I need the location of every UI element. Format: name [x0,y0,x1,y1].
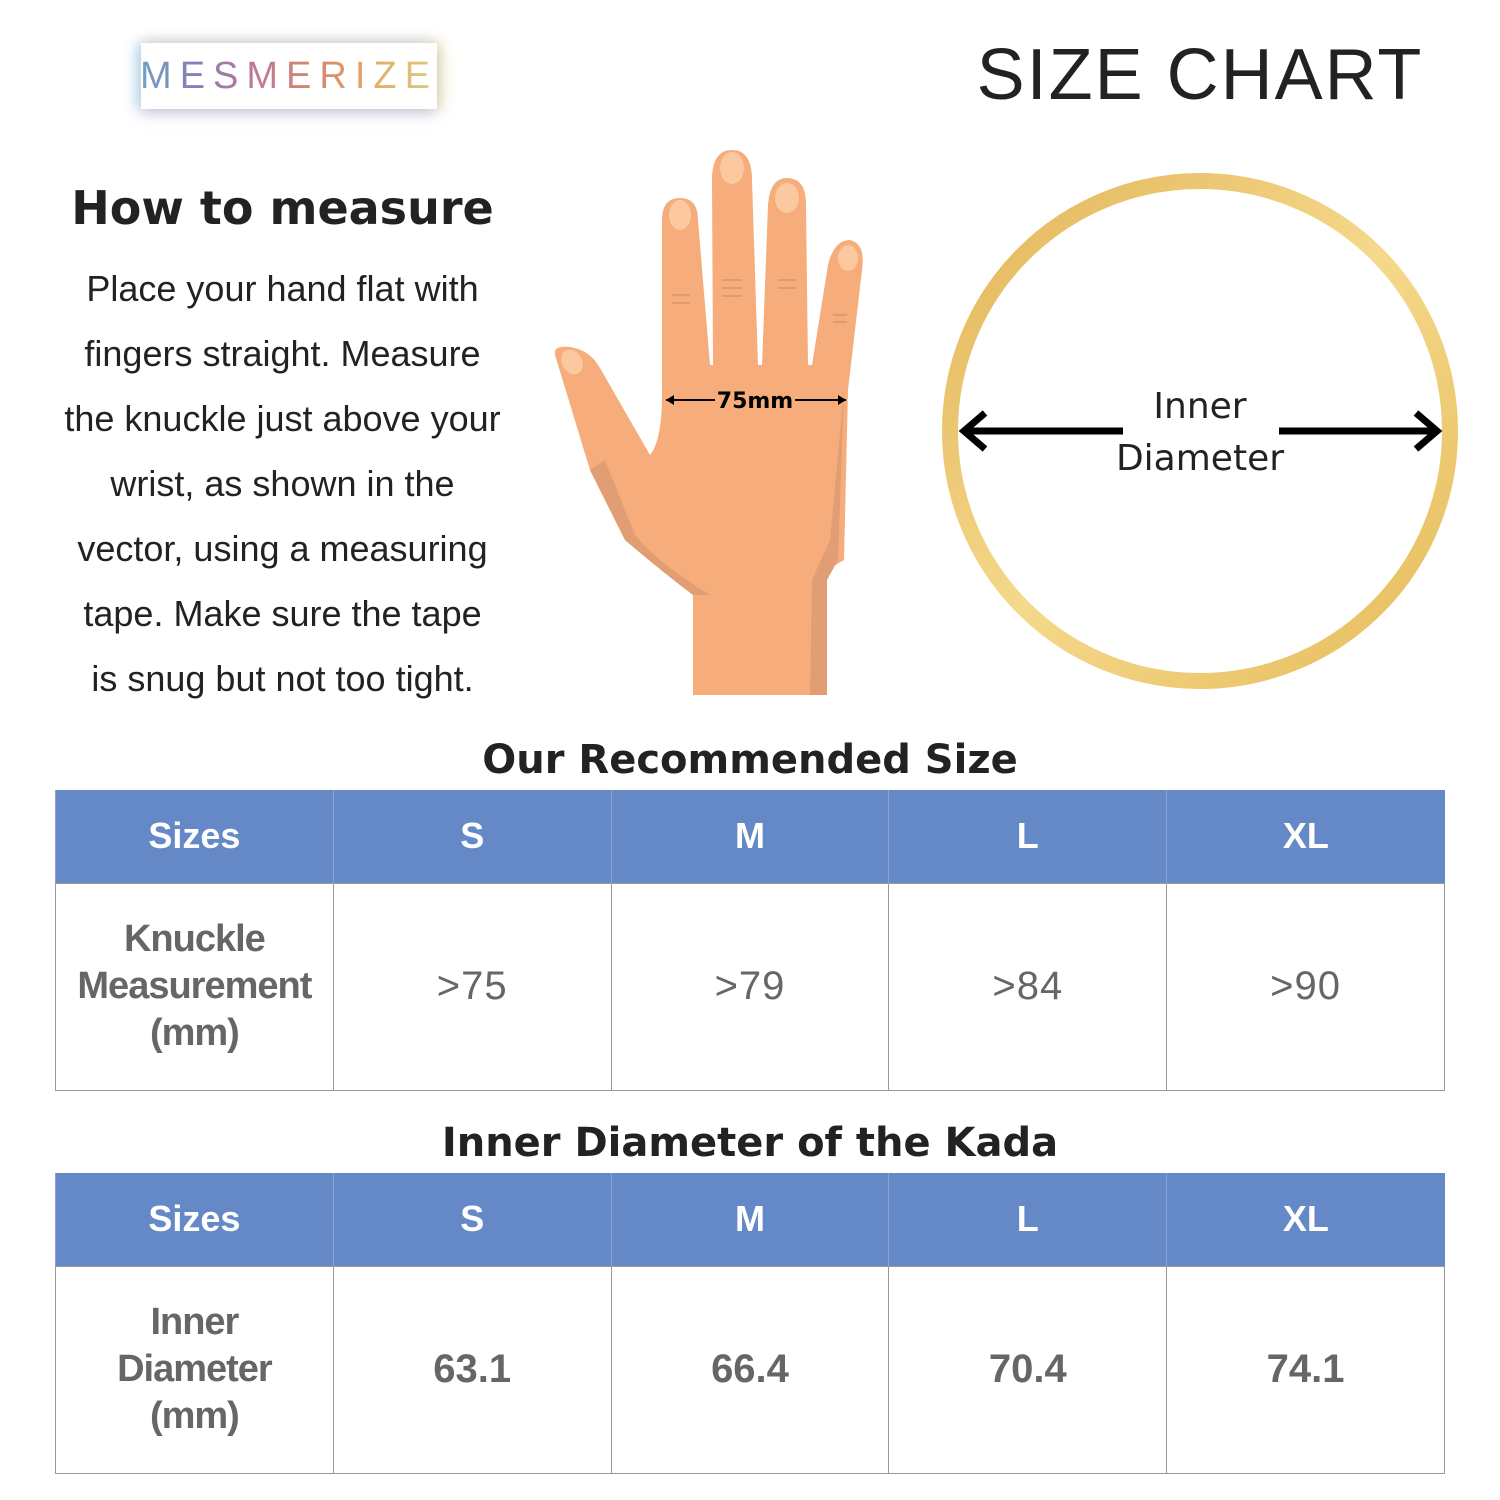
page-title: SIZE CHART [976,35,1424,115]
desc-line: the knuckle just above your [64,398,501,439]
desc-line: vector, using a measuring [77,528,488,569]
header-cell: L [888,1173,1167,1266]
row-label: Inner Diameter (mm) [55,1265,334,1474]
header-cell: M [610,1173,889,1266]
header-cell: XL [1166,1173,1445,1266]
hand-shadow [810,390,844,695]
table-header-row: Sizes S M L XL [55,1173,1445,1266]
header-cell: L [888,790,1167,883]
row-label: Knuckle Measurement (mm) [55,882,334,1091]
ring-label-diameter: Diameter [1116,438,1284,479]
recommended-size-table: Sizes S M L XL Knuckle Measurement (mm) >7… [55,790,1445,1091]
value-cell: >84 [888,882,1168,1091]
table-row: Knuckle Measurement (mm) >75 >79 >84 >90 [55,882,1445,1091]
ring-label-inner: Inner [1153,386,1246,427]
inner-diameter-table: Sizes S M L XL Inner Diameter (mm) 63.1 66… [55,1173,1445,1474]
header-cell: Sizes [55,790,334,883]
brand-logo: MESMERIZE [140,43,438,109]
header-cell: Sizes [55,1173,334,1266]
value-cell: 74.1 [1166,1265,1445,1474]
desc-line: tape. Make sure the tape [83,593,482,634]
table-header-row: Sizes S M L XL [55,790,1445,883]
table-row: Inner Diameter (mm) 63.1 66.4 70.4 74.1 [55,1265,1445,1474]
table1-title: Our Recommended Size [482,737,1018,783]
ring-circle [942,173,1458,689]
hand-shape [554,150,863,695]
value-cell: 66.4 [610,1265,890,1474]
header-cell: S [332,790,612,883]
desc-line: is snug but not too tight. [91,658,474,699]
value-cell: 63.1 [332,1265,612,1474]
desc-line: Place your hand flat with [86,268,479,309]
ring-illustration: Inner Diameter [942,173,1458,689]
desc-line: wrist, as shown in the [110,463,455,504]
header-cell: M [610,790,889,883]
table2-title: Inner Diameter of the Kada [441,1120,1059,1166]
value-cell: >79 [610,882,890,1091]
header-cell: XL [1166,790,1445,883]
hand-illustration: 75mm [554,150,863,695]
desc-line: fingers straight. Measure [84,333,481,374]
how-to-heading: How to measure [71,181,494,235]
value-cell: 70.4 [888,1265,1168,1474]
value-cell: >75 [332,882,612,1091]
header-cell: S [332,1173,612,1266]
how-to-description: Place your hand flat with fingers straig… [20,256,545,711]
brand-name: MESMERIZE [140,54,438,97]
value-cell: >90 [1166,882,1445,1091]
hand-measure-label: 75mm [717,389,793,414]
